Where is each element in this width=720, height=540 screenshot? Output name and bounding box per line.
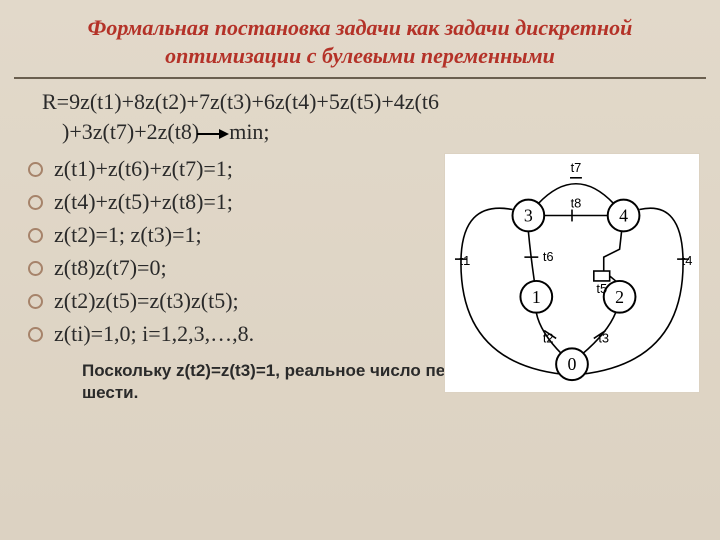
svg-text:0: 0: [568, 354, 577, 374]
svg-text:1: 1: [532, 287, 541, 307]
objective-line-2-post: min;: [229, 119, 269, 144]
slide-title: Формальная постановка задачи как задачи …: [0, 0, 720, 77]
graph-diagram: 0 1 2 3 4 t1 t2 t3 t4 t5 t6 t7 t8: [444, 153, 700, 393]
label-t1: t1: [460, 253, 471, 268]
label-t2: t2: [543, 330, 554, 345]
arrow-icon: [201, 129, 223, 139]
objective-line-2-pre: )+3z(t7)+2z(t8): [62, 119, 199, 144]
title-divider: [14, 77, 706, 79]
label-t3: t3: [598, 330, 609, 345]
svg-text:3: 3: [524, 205, 533, 225]
label-t5: t5: [596, 281, 607, 296]
edge-t6: [528, 231, 534, 281]
graph-svg: 0 1 2 3 4 t1 t2 t3 t4 t5 t6 t7 t8: [445, 154, 699, 392]
node-2: 2: [604, 281, 636, 313]
label-t4: t4: [682, 253, 693, 268]
label-t7: t7: [571, 160, 582, 175]
svg-text:2: 2: [615, 287, 624, 307]
content-area: R=9z(t1)+8z(t2)+7z(t3)+6z(t4)+5z(t5)+4z(…: [0, 87, 720, 497]
objective-line-1: R=9z(t1)+8z(t2)+7z(t3)+6z(t4)+5z(t5)+4z(…: [42, 87, 702, 117]
node-4: 4: [608, 200, 640, 232]
objective-function: R=9z(t1)+8z(t2)+7z(t3)+6z(t4)+5z(t5)+4z(…: [28, 87, 702, 146]
svg-text:4: 4: [619, 205, 628, 225]
node-1: 1: [520, 281, 552, 313]
tick-t5: [594, 271, 610, 281]
objective-line-2: )+3z(t7)+2z(t8) min;: [42, 117, 702, 147]
node-0: 0: [556, 348, 588, 380]
node-3: 3: [513, 200, 545, 232]
label-t8: t8: [571, 196, 582, 211]
label-t6: t6: [543, 249, 554, 264]
